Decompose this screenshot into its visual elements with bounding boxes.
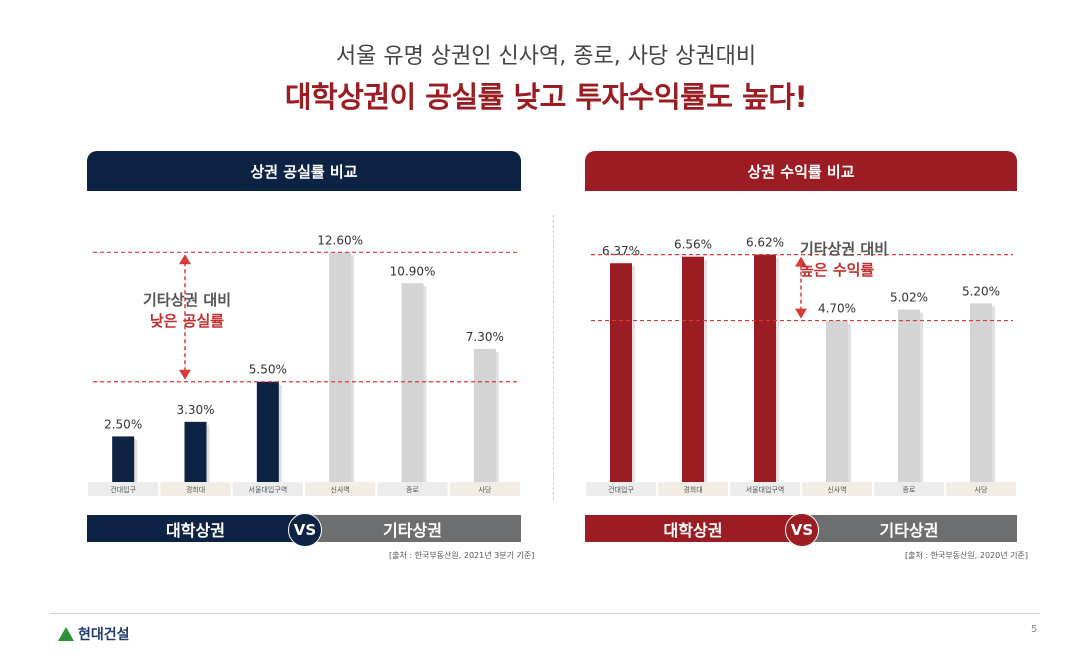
category-cell bbox=[160, 482, 231, 496]
arrow-up-icon bbox=[795, 256, 807, 267]
category-cell bbox=[232, 482, 303, 496]
bar-value-label: 2.50% bbox=[104, 417, 142, 431]
bar-value-label: 7.30% bbox=[466, 330, 504, 344]
left-annotation: 기타상권 대비 낮은 공실률 bbox=[122, 290, 252, 332]
category-label: 사당 bbox=[478, 485, 491, 494]
category-label: 종로 bbox=[903, 486, 916, 494]
category-label: 경희대 bbox=[683, 485, 702, 494]
bar-value-label: 6.37% bbox=[602, 244, 640, 258]
logo-triangle-icon bbox=[58, 627, 74, 641]
category-label: 건대입구 bbox=[110, 485, 136, 494]
left-vs-bar: 대학상권 기타상권 bbox=[87, 515, 521, 542]
category-cell bbox=[946, 482, 1016, 496]
bar bbox=[970, 303, 992, 482]
category-label: 경희대 bbox=[186, 485, 205, 494]
bar bbox=[112, 436, 135, 482]
category-cell bbox=[802, 482, 872, 496]
right-vs-bar: 대학상권 기타상권 bbox=[585, 515, 1017, 542]
bar bbox=[184, 421, 207, 482]
bar-value-label: 5.50% bbox=[249, 363, 287, 377]
company-logo: 현대건설 bbox=[58, 624, 130, 644]
right-vs-university: 대학상권 bbox=[585, 515, 801, 542]
page-number: 5 bbox=[1031, 624, 1038, 635]
return-chart: 건대입구 경희대 서울대입구역 신사역 종로 사당 6.37% 6.56% 6.62% 4.70%… bbox=[585, 205, 1017, 505]
right-annotation: 기타상권 대비 높은 수익률 bbox=[800, 239, 910, 281]
category-label: 서울대입구역 bbox=[746, 485, 785, 494]
bar bbox=[610, 263, 632, 482]
bar bbox=[401, 283, 424, 482]
category-label: 사당 bbox=[975, 485, 988, 494]
bar bbox=[256, 381, 279, 482]
bar bbox=[754, 254, 776, 482]
arrow-down-icon bbox=[795, 308, 807, 319]
bar-value-label: 6.56% bbox=[674, 238, 712, 252]
header-headline: 대학상권이 공실률 낮고 투자수익률도 높다! bbox=[284, 80, 808, 114]
bar bbox=[826, 320, 848, 482]
bar-value-label: 5.02% bbox=[890, 291, 928, 305]
bar bbox=[898, 309, 920, 482]
category-cell bbox=[586, 482, 656, 496]
arrow-up-icon bbox=[179, 254, 191, 265]
category-label: 신사역 bbox=[331, 485, 350, 494]
category-cell bbox=[377, 482, 448, 496]
vacancy-chart: 건대입구 경희대 서울대입구역 신사역 종로 사당 2.50% 3.30% 5.50% 12.60… bbox=[87, 205, 521, 505]
left-source: [출처 : 한국부동산원, 2021년 3분기 기준] bbox=[389, 551, 535, 560]
header-subtitle: 서울 유명 상권인 신사역, 종로, 사당 상권대비 bbox=[335, 44, 757, 69]
right-source: [출처 : 한국부동산원, 2020년 기준] bbox=[905, 551, 1028, 560]
category-cell bbox=[449, 482, 520, 496]
left-vs-university: 대학상권 bbox=[87, 515, 304, 542]
category-label: 신사역 bbox=[827, 485, 846, 494]
bar-value-label: 12.60% bbox=[317, 233, 363, 247]
right-annotation-line2: 높은 수익률 bbox=[800, 261, 875, 279]
arrow-down-icon bbox=[179, 369, 191, 380]
panel-divider bbox=[553, 215, 554, 500]
category-label: 종로 bbox=[406, 486, 419, 494]
bar bbox=[682, 256, 704, 482]
bar-value-label: 5.20% bbox=[962, 284, 1000, 298]
bar bbox=[329, 252, 352, 482]
left-vs-other: 기타상권 bbox=[304, 515, 521, 542]
right-annotation-line1: 기타상권 대비 bbox=[800, 240, 889, 258]
left-annotation-line1: 기타상권 대비 bbox=[142, 291, 232, 309]
left-annotation-line2: 낮은 공실률 bbox=[149, 312, 225, 330]
category-cell bbox=[305, 482, 376, 496]
category-cell bbox=[730, 482, 800, 496]
logo-text: 현대건설 bbox=[78, 627, 130, 643]
footer-divider bbox=[50, 613, 1040, 614]
bar-value-label: 10.90% bbox=[390, 264, 436, 278]
left-vs-badge: VS bbox=[288, 513, 322, 547]
bar-value-label: 6.62% bbox=[746, 236, 784, 250]
bar-value-label: 4.70% bbox=[818, 302, 856, 316]
category-cell bbox=[874, 482, 944, 496]
category-label: 건대입구 bbox=[608, 485, 634, 494]
category-label: 서울대입구역 bbox=[249, 485, 288, 494]
right-vs-badge: VS bbox=[785, 513, 819, 547]
category-cell bbox=[88, 482, 159, 496]
right-panel-title: 상권 수익률 비교 bbox=[585, 151, 1017, 191]
category-cell bbox=[658, 482, 728, 496]
right-vs-other: 기타상권 bbox=[801, 515, 1017, 542]
left-panel-title: 상권 공실률 비교 bbox=[87, 151, 521, 191]
bar-value-label: 3.30% bbox=[176, 403, 214, 417]
bar bbox=[473, 348, 496, 482]
